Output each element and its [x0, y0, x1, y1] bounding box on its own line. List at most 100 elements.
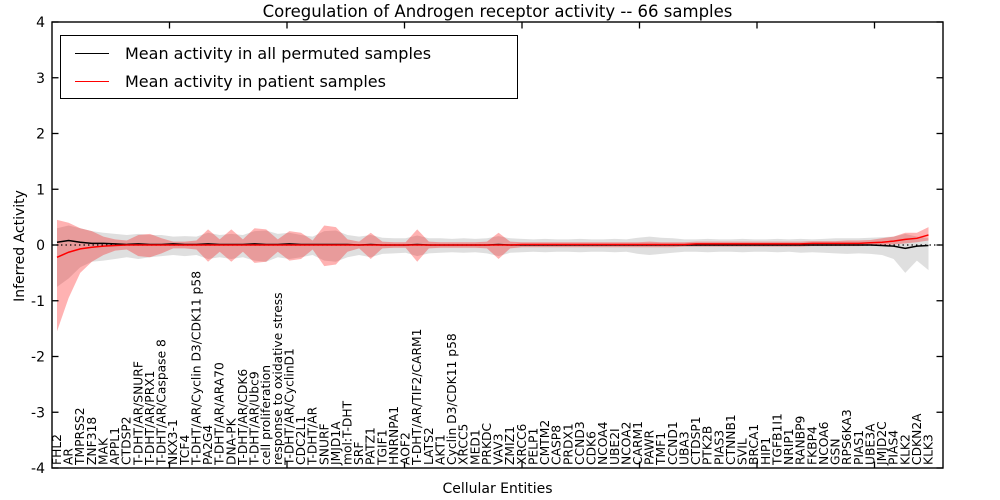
x-tick-label: PTK2B — [701, 426, 715, 465]
x-tick-label: CDC2L1 — [294, 416, 308, 465]
x-tick-label: RPS6KA3 — [840, 409, 854, 465]
x-tick-label: PATZ1 — [364, 427, 378, 465]
x-tick-label: TGIF1 — [375, 429, 389, 466]
x-tick-label: T-DHT/AR — [306, 406, 320, 466]
legend-label: Mean activity in patient samples — [125, 71, 386, 91]
x-tick-label: CASP8 — [550, 425, 564, 465]
x-tick-label: T-DHT/AR/SNURF — [131, 361, 145, 466]
x-tick-label: PIAS4 — [887, 430, 901, 465]
y-axis-label: Inferred Activity — [12, 190, 28, 302]
x-tick-label: UBE2I — [608, 428, 622, 465]
x-tick-label: MAK — [96, 437, 110, 465]
band-permuted — [57, 225, 929, 287]
legend-entry-permuted: Mean activity in all permuted samples — [61, 40, 517, 66]
legend-line-black — [75, 52, 109, 54]
x-tick-label: TGFB1I1 — [770, 413, 784, 466]
legend-entry-patient: Mean activity in patient samples — [61, 68, 517, 94]
y-tick-label: -4 — [31, 461, 45, 477]
x-tick-label: UBE3A — [863, 423, 877, 465]
x-tick-label: RANBP9 — [794, 416, 808, 465]
x-tick-label: MED1 — [468, 429, 482, 465]
x-tick-label: CMTM2 — [538, 420, 552, 465]
x-tick-label: CDK6 — [585, 431, 599, 465]
x-tick-label: NCOA6 — [817, 421, 831, 465]
x-tick-label: CCND3 — [573, 421, 587, 465]
x-tick-label: XRCC5 — [457, 424, 471, 465]
x-tick-label: NKX3-1 — [166, 419, 180, 465]
x-tick-label: XRCC6 — [515, 423, 529, 465]
x-tick-label: UBA3 — [677, 431, 691, 465]
x-tick-label: HIP1 — [759, 437, 773, 465]
x-tick-label: SRF — [352, 442, 366, 465]
x-tick-label: APPL1 — [108, 427, 122, 465]
x-tick-label: TCF4 — [178, 435, 192, 466]
y-tick-label: 3 — [36, 71, 45, 87]
band-patient — [57, 219, 929, 332]
x-tick-label: response to oxidative stress — [271, 292, 285, 465]
x-tick-label: AKT1 — [433, 434, 447, 465]
x-tick-label: NCOA2 — [619, 422, 633, 465]
x-tick-label: LATS2 — [422, 427, 436, 465]
x-tick-label: VAV3 — [492, 434, 506, 466]
line-patient — [56, 234, 929, 258]
x-tick-label: PIAS3 — [712, 430, 726, 465]
x-tick-label: CDKN2A — [910, 413, 924, 465]
x-tick-label: T-DHT/AR/PRX1 — [143, 371, 157, 467]
x-tick-label: T-DHT/AR/CyclinD1 — [282, 348, 296, 466]
x-tick-label: JMJD1A — [329, 421, 343, 466]
x-tick-label: TMPRSS2 — [73, 407, 87, 466]
x-tick-label: PRKDC — [480, 423, 494, 465]
y-tick-label: 1 — [36, 182, 45, 198]
x-tick-label: PIAS1 — [852, 430, 866, 465]
y-tick-label: -3 — [31, 405, 45, 421]
x-tick-label: T-DHT/AR/Cyclin D3/CDK11 p58 — [189, 271, 203, 466]
legend: Mean activity in all permuted samples Me… — [60, 35, 518, 99]
x-tick-label: BRCA1 — [747, 424, 761, 465]
x-tick-label: mol:T-DHT — [341, 400, 355, 465]
legend-line-red — [75, 80, 109, 82]
x-tick-label: cell proliferation — [259, 365, 273, 465]
x-tick-label: PA2G4 — [201, 425, 215, 465]
x-tick-label: KLK3 — [922, 434, 936, 465]
x-tick-label: AOF2 — [399, 432, 413, 465]
x-tick-label: KLK2 — [898, 434, 912, 465]
x-tick-label: T-DHT/AR/Caspase 8 — [155, 339, 169, 466]
x-tick-label: CCND1 — [666, 421, 680, 465]
x-tick-label: GSN — [829, 438, 843, 465]
x-tick-label: HNRNPA1 — [387, 406, 401, 465]
x-tick-label: T-DHT/AR/CDK6 — [236, 369, 250, 466]
x-tick-label: FKBP4 — [805, 426, 819, 465]
x-tick-label: CTDSP2 — [120, 416, 134, 465]
x-tick-label: PRDX1 — [561, 423, 575, 465]
x-tick-label: CTDSP1 — [689, 416, 703, 465]
x-tick-label: FHL2 — [50, 434, 64, 465]
y-tick-label: 2 — [36, 127, 45, 143]
x-tick-label: JMJD2C — [875, 421, 889, 466]
x-tick-label: T-DHT/AR/TIF2/CARM1 — [410, 329, 424, 466]
x-tick-label: CARM1 — [631, 421, 645, 465]
x-tick-label: Cyclin D3/CDK11 p58 — [445, 333, 459, 465]
x-tick-label: DNA-PK — [224, 417, 238, 465]
x-axis-label: Cellular Entities — [442, 481, 553, 497]
legend-label: Mean activity in all permuted samples — [125, 43, 432, 63]
x-tick-label: T-DHT/AR/ARA70 — [213, 362, 227, 466]
x-tick-label: PELP1 — [526, 428, 540, 465]
x-tick-label: AR — [62, 448, 76, 465]
y-tick-label: 0 — [36, 238, 45, 254]
x-tick-label: T-DHT/AR/Ubc9 — [248, 371, 262, 466]
y-tick-label: 4 — [36, 15, 45, 31]
y-tick-label: -2 — [31, 350, 45, 366]
x-tick-label: ZNF318 — [85, 417, 99, 465]
x-tick-label: TMF1 — [654, 432, 668, 466]
chart-title: Coregulation of Androgen receptor activi… — [262, 2, 733, 21]
y-tick-label: -1 — [31, 294, 45, 310]
x-tick-label: ZMIZ1 — [503, 426, 517, 465]
x-tick-label: NCOA4 — [596, 421, 610, 465]
x-tick-label: SVIL — [736, 438, 750, 465]
x-tick-label: NRIP1 — [782, 428, 796, 465]
x-tick-label: SNURF — [317, 423, 331, 465]
x-tick-label: CTNNB1 — [724, 414, 738, 465]
x-tick-label: PAWR — [643, 429, 657, 465]
